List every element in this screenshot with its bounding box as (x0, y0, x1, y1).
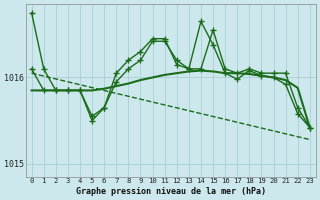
X-axis label: Graphe pression niveau de la mer (hPa): Graphe pression niveau de la mer (hPa) (76, 187, 266, 196)
